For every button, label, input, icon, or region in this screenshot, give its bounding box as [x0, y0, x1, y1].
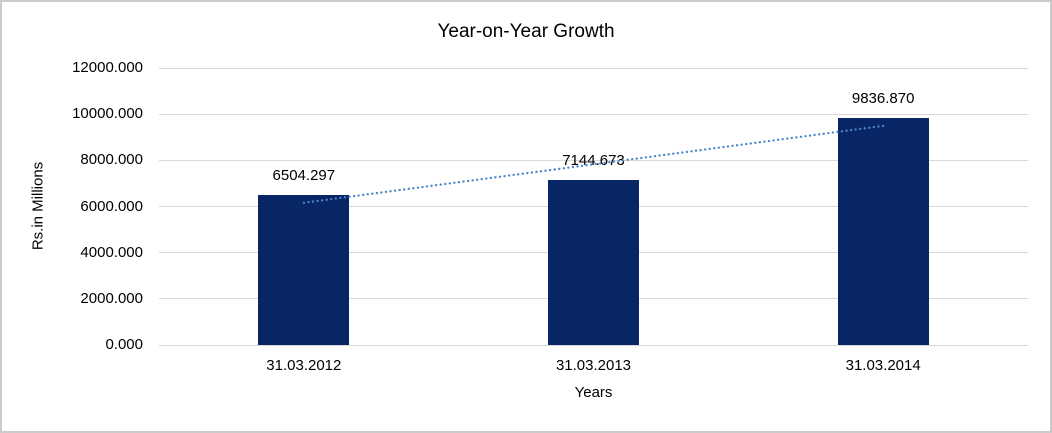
x-axis-tick-label: 31.03.2012 — [266, 357, 342, 374]
bar[interactable] — [837, 117, 929, 345]
y-axis-tick-label: 8000.000 — [80, 151, 143, 169]
gridline — [159, 344, 1028, 346]
y-axis-tick-label: 2000.000 — [80, 289, 143, 307]
gridline — [159, 113, 1028, 115]
y-axis-tick-label: 10000.000 — [72, 105, 143, 123]
y-axis-tick-label: 6000.000 — [80, 197, 143, 215]
bar[interactable] — [548, 180, 639, 345]
y-axis-tick-label: 4000.000 — [80, 243, 143, 261]
chart-title: Year-on-Year Growth — [437, 21, 615, 42]
data-label: 6504.297 — [272, 166, 336, 184]
x-axis-tick-label: 31.03.2014 — [845, 357, 921, 374]
gridline — [159, 67, 1028, 69]
x-axis-tick-label: 31.03.2013 — [555, 357, 632, 374]
y-axis-tick-label: 0.000 — [105, 336, 143, 353]
bar[interactable] — [258, 194, 350, 345]
data-label: 7144.673 — [562, 152, 625, 170]
y-axis-tick-label: 12000.000 — [72, 59, 143, 76]
x-axis-title: Years — [574, 384, 613, 401]
data-label: 9836.870 — [851, 89, 915, 107]
gridline — [159, 159, 1028, 161]
